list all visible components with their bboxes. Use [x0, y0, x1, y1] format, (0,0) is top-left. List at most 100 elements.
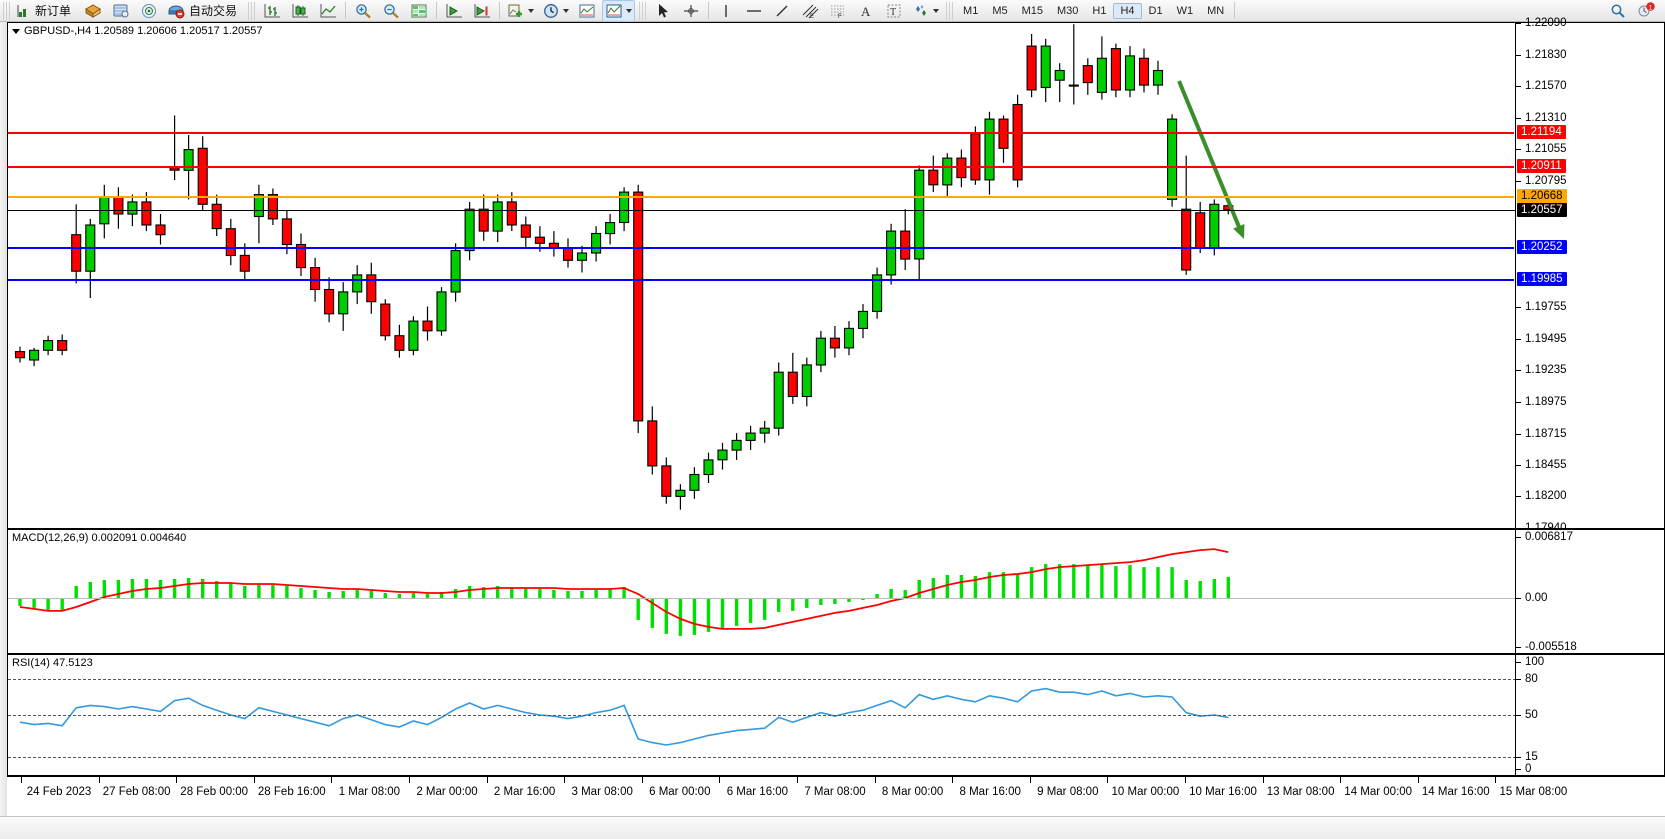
chevron-down-icon[interactable] — [528, 8, 535, 13]
price-tag-support-2[interactable]: 1.19985 — [1517, 272, 1567, 287]
shift-start-icon[interactable] — [441, 0, 467, 22]
timeframe-d1[interactable]: D1 — [1148, 4, 1163, 17]
chart-title-text: GBPUSD-,H4 1.20589 1.20606 1.20517 1.205… — [24, 25, 263, 37]
level-line-last-price[interactable] — [8, 209, 1516, 211]
horizontal-line-icon[interactable] — [741, 0, 767, 22]
time-tick — [641, 777, 643, 783]
chevron-down-icon-2[interactable] — [563, 8, 570, 13]
timeframe-m1[interactable]: M1 — [963, 4, 979, 17]
time-tick — [719, 777, 721, 783]
time-tick-label: 9 Mar 08:00 — [1037, 786, 1099, 798]
shift-end-icon[interactable] — [469, 0, 495, 22]
toolbar-grip-4[interactable] — [946, 1, 954, 20]
market-watch-icon[interactable] — [108, 0, 134, 22]
level-line-resistance-1[interactable] — [8, 165, 1516, 172]
period-icon[interactable] — [539, 0, 572, 22]
time-tick-label: 6 Mar 00:00 — [649, 786, 711, 798]
macd-pane[interactable]: MACD(12,26,9) 0.002091 0.004640 0.006817… — [7, 529, 1665, 654]
chart-menu-arrow-icon[interactable] — [12, 28, 20, 34]
rsi-level-15 — [8, 757, 1516, 758]
time-tick — [797, 777, 798, 783]
level-line-resistance-2[interactable] — [8, 131, 1516, 138]
price-tick-label: 1.21310 — [1525, 111, 1567, 124]
line-chart-icon[interactable] — [315, 0, 341, 22]
rsi-plot-area[interactable] — [8, 655, 1516, 775]
new-order-button[interactable]: 新订单 — [14, 0, 78, 22]
trendline-icon[interactable] — [769, 0, 795, 22]
alerts-icon[interactable]: 1 — [1633, 0, 1659, 22]
add-indicator-icon[interactable] — [504, 0, 537, 22]
level-line-support-1[interactable] — [8, 245, 1516, 252]
price-tick-label: 1.18975 — [1525, 396, 1567, 409]
text-label-icon[interactable]: A — [853, 0, 879, 22]
timeframe-w1[interactable]: W1 — [1176, 4, 1194, 17]
price-tag-resistance-2[interactable]: 1.21194 — [1517, 125, 1566, 140]
bar-chart-icon[interactable] — [259, 0, 285, 22]
timeframe-h1[interactable]: H1 — [1092, 4, 1107, 17]
zoom-in-icon[interactable] — [350, 0, 376, 22]
price-tag-last-price[interactable]: 1.20557 — [1517, 202, 1567, 217]
time-axis[interactable]: 24 Feb 2023 27 Feb 08:00 28 Feb 00:00 28… — [7, 776, 1665, 816]
charts-icon[interactable] — [80, 0, 106, 22]
fibonacci-icon[interactable]: F — [825, 0, 851, 22]
time-tick — [1495, 777, 1497, 783]
price-plot-area[interactable] — [8, 23, 1516, 528]
level-line-support-2[interactable] — [8, 278, 1516, 285]
timeframe-m5[interactable]: M5 — [992, 4, 1008, 17]
time-tick — [21, 777, 22, 783]
autotrading-icon[interactable]: 自动交易 — [164, 0, 244, 22]
price-tick — [1516, 433, 1521, 435]
new-order-label: 新订单 — [35, 4, 72, 18]
objects-icon[interactable] — [909, 0, 942, 22]
rsi-tick — [1516, 757, 1521, 758]
toolbar-grip-3[interactable] — [639, 1, 647, 20]
templates-active-icon[interactable] — [602, 0, 636, 22]
rsi-tick-label: 50 — [1525, 709, 1538, 721]
timeframe-m15[interactable]: M15 — [1021, 4, 1043, 17]
zoom-out-icon[interactable] — [378, 0, 404, 22]
timeframe-m30[interactable]: M30 — [1057, 4, 1079, 17]
rsi-tick — [1516, 715, 1521, 716]
text-box-icon[interactable]: T — [881, 0, 907, 22]
toolbar-separator-5 — [1234, 2, 1236, 19]
price-tick-label: 1.18715 — [1525, 427, 1567, 440]
crosshair-icon[interactable] — [678, 0, 704, 22]
level-line-pivot[interactable] — [8, 195, 1516, 202]
search-icon[interactable] — [1605, 0, 1631, 22]
price-pane[interactable]: GBPUSD-,H4 1.20589 1.20606 1.20517 1.205… — [7, 17, 1665, 534]
vertical-line-icon[interactable] — [713, 0, 739, 22]
svg-text:T: T — [890, 7, 896, 18]
cursor-icon[interactable] — [650, 0, 676, 22]
time-tick-label: 14 Mar 16:00 — [1421, 786, 1490, 798]
price-tag-resistance-1[interactable]: 1.20911 — [1517, 159, 1566, 174]
chevron-down-icon-4[interactable] — [933, 8, 940, 13]
price-tick — [1516, 117, 1521, 119]
price-tick — [1516, 54, 1521, 56]
price-tag-support-1[interactable]: 1.20252 — [1517, 239, 1567, 254]
toolbar-grip[interactable] — [3, 1, 10, 20]
navigator-icon[interactable] — [136, 0, 162, 22]
svg-text:1: 1 — [1649, 4, 1653, 11]
templates-icon[interactable] — [574, 0, 600, 22]
data-window-icon[interactable] — [406, 0, 432, 22]
macd-tick — [1516, 647, 1521, 648]
time-tick-label: 28 Feb 00:00 — [180, 786, 249, 798]
equidistant-channel-icon[interactable]: E — [797, 0, 823, 22]
timeframe-h4[interactable]: H4 — [1113, 2, 1142, 19]
price-scale[interactable]: 1.22090 1.21830 1.21570 1.21310 1.21055 … — [1515, 17, 1664, 534]
candlestick-chart-icon[interactable] — [287, 0, 313, 22]
time-tick — [564, 777, 566, 783]
price-tick — [1516, 148, 1521, 150]
time-tick — [98, 777, 100, 783]
toolbar-grip-2[interactable] — [248, 1, 256, 20]
chevron-down-icon-3[interactable] — [626, 8, 633, 13]
macd-scale: 0.006817 0.00 -0.005518 — [1515, 530, 1664, 653]
timeframe-mn[interactable]: MN — [1207, 4, 1225, 17]
rsi-pane[interactable]: RSI(14) 47.5123 100 80 50 15 0 — [7, 654, 1665, 776]
time-tick-label: 27 Feb 08:00 — [102, 786, 171, 798]
rsi-tick-label: 100 — [1525, 656, 1545, 668]
time-tick — [253, 777, 255, 783]
price-tag-pivot[interactable]: 1.20668 — [1517, 189, 1567, 204]
macd-plot-area[interactable] — [8, 530, 1516, 653]
